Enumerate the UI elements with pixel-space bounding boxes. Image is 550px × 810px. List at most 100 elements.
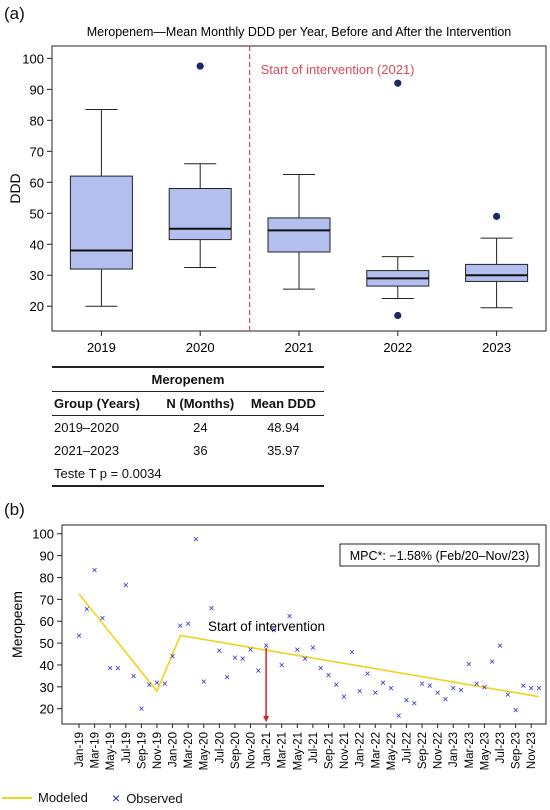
modeled-line-icon (2, 796, 32, 799)
intervention-label: Start of intervention (208, 619, 325, 634)
x-tick-label: 2023 (482, 340, 511, 355)
x-tick-label: Jan-19 (74, 732, 86, 767)
observed-point: × (318, 664, 324, 675)
observed-point: × (271, 625, 277, 636)
legend-observed: × Observed (112, 790, 183, 806)
observed-point: × (520, 681, 526, 692)
x-tick-label: Nov-22 (433, 732, 445, 769)
observed-point: × (333, 680, 339, 691)
table-cell: 2021–2023 (54, 443, 120, 458)
x-tick-label: Sep-22 (417, 732, 429, 769)
x-tick-label: 2019 (87, 340, 116, 355)
observed-point: × (201, 677, 207, 688)
y-tick-label: 90 (30, 82, 44, 97)
observed-point: × (177, 621, 183, 632)
x-tick-label: Mar-19 (90, 732, 102, 768)
observed-point: × (380, 678, 386, 689)
observed-point: × (84, 605, 90, 616)
x-tick-label: May-20 (199, 732, 211, 770)
y-tick-label: 80 (40, 570, 54, 585)
x-tick-label: May-23 (479, 732, 491, 770)
observed-point: × (505, 690, 511, 701)
observed-point: × (310, 643, 316, 654)
x-tick-label: Jan-21 (261, 732, 273, 767)
y-tick-label: 20 (30, 299, 44, 314)
observed-point: × (287, 611, 293, 622)
y-tick-label: 40 (40, 658, 54, 673)
x-tick-label: Jan-20 (168, 732, 180, 767)
x-tick-label: Jul-23 (495, 732, 507, 763)
x-tick-label: Sep-21 (323, 732, 335, 769)
observed-point: × (123, 581, 129, 592)
x-tick-label: May-22 (386, 732, 398, 770)
y-tick-label: 100 (22, 51, 44, 66)
observed-point: × (497, 641, 503, 652)
observed-point: × (474, 679, 480, 690)
observed-point: × (232, 653, 238, 664)
y-tick-label: 40 (30, 237, 44, 252)
panel-a-label: (a) (4, 4, 25, 23)
observed-point: × (489, 657, 495, 668)
panel-b-label: (b) (4, 500, 25, 519)
observed-point: × (427, 681, 433, 692)
boxplot-chart: Meropenem—Mean Monthly DDD per Year, Bef… (7, 25, 547, 355)
observed-cross-icon: × (112, 790, 121, 806)
x-tick-label: Jul-19 (121, 732, 133, 763)
observed-point: × (240, 654, 246, 665)
observed-point: × (154, 678, 160, 689)
chart-title: Meropenem—Mean Monthly DDD per Year, Bef… (87, 25, 512, 39)
y-axis-label: DDD (7, 173, 23, 203)
outlier-point (493, 212, 501, 220)
observed-point: × (255, 666, 261, 677)
observed-point: × (388, 683, 394, 694)
legend-modeled-label: Modeled (38, 790, 88, 805)
observed-point: × (411, 699, 417, 710)
table-cell: 48.94 (267, 420, 300, 435)
observed-point: × (170, 652, 176, 663)
x-tick-label: Jan-23 (448, 732, 460, 767)
y-tick-label: 80 (30, 113, 44, 128)
stats-table: Meropenem Group (Years) N (Months) Mean … (52, 366, 324, 487)
table-header-mean: Mean DDD (242, 391, 324, 416)
annotation-text: MPC*: −1.58% (Feb/20–Nov/23) (350, 549, 530, 563)
observed-point: × (443, 694, 449, 705)
annotation-box (339, 543, 540, 567)
observed-point: × (458, 686, 464, 697)
table-cell: 2019–2020 (54, 420, 120, 435)
legend-observed-label: Observed (126, 790, 183, 806)
observed-point: × (466, 659, 472, 670)
outlier-point (196, 62, 204, 70)
table-header-group: Group (Years) (52, 391, 158, 416)
observed-point: × (372, 688, 378, 699)
table-header-n: N (Months) (158, 391, 243, 416)
observed-point: × (341, 692, 347, 703)
x-tick-label: Nov-23 (526, 732, 538, 769)
observed-point: × (536, 683, 542, 694)
observed-point: × (76, 631, 82, 642)
observed-point: × (185, 619, 191, 630)
intervention-arrowhead (263, 716, 270, 722)
observed-point: × (92, 565, 98, 576)
y-tick-label: 60 (40, 614, 54, 629)
x-tick-label: Nov-20 (246, 732, 258, 769)
x-tick-label: Jul-20 (214, 732, 226, 763)
observed-point: × (209, 604, 215, 615)
box (69, 175, 133, 270)
observed-point: × (513, 705, 519, 716)
observed-point: × (216, 646, 222, 657)
y-tick-label: 30 (30, 268, 44, 283)
modeled-line (78, 593, 540, 698)
table-cell: 36 (193, 443, 208, 458)
observed-point: × (162, 679, 168, 690)
observed-point: × (131, 671, 137, 682)
observed-point: × (193, 535, 199, 546)
observed-point: × (528, 683, 534, 694)
table-footnote: Teste T p = 0.0034 (52, 462, 324, 487)
x-tick-label: Mar-22 (370, 732, 382, 768)
x-tick-label: Sep-20 (230, 732, 242, 769)
x-tick-label: 2021 (285, 340, 314, 355)
observed-point: × (435, 688, 441, 699)
outlier-point (394, 311, 402, 320)
observed-point: × (419, 679, 425, 690)
observed-point: × (326, 670, 332, 681)
